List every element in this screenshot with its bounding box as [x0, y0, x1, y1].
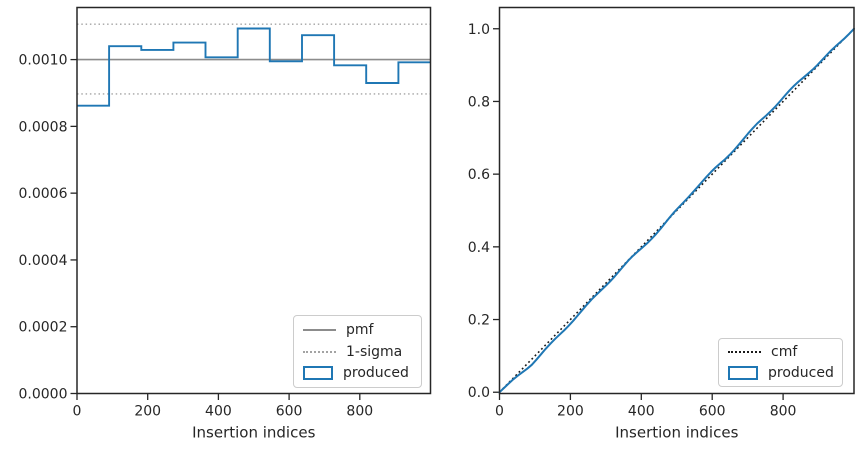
legend-item-cmf: cmf: [728, 345, 842, 359]
axes-frame: [498, 6, 855, 395]
x-tick-label: 200: [134, 404, 161, 420]
produced-swatch-icon: [728, 365, 758, 380]
legend-item-pmf: pmf: [303, 323, 421, 337]
legend-item-produced-right: produced: [728, 364, 842, 381]
x-tick-label: 800: [346, 404, 373, 420]
x-tick-label: 600: [699, 404, 726, 420]
x-axis-label: Insertion indices: [192, 424, 315, 442]
legend-label-produced-right: produced: [768, 364, 834, 381]
legend-left-plot: pmf 1-sigma produced: [293, 315, 422, 388]
y-tick-label: 0.0002: [19, 320, 68, 336]
y-tick-label: 0.0006: [19, 186, 68, 202]
y-tick-label: 1.0: [468, 22, 490, 38]
x-axis-label: Insertion indices: [615, 424, 738, 442]
legend-item-produced: produced: [303, 364, 421, 381]
x-tick-label: 400: [205, 404, 232, 420]
y-tick-label: 0.2: [468, 313, 490, 329]
y-tick-label: 0.0004: [19, 253, 68, 269]
legend-item-1-sigma: 1-sigma: [303, 345, 421, 359]
sigma-line-swatch-icon: [303, 350, 336, 353]
pmf-line-swatch-icon: [303, 329, 336, 332]
produced-step-line: [77, 27, 431, 107]
x-tick-label: 800: [770, 404, 797, 420]
y-tick-label: 0.0000: [19, 387, 68, 403]
axes-frame: [76, 6, 432, 395]
x-tick-label: 0: [73, 404, 82, 420]
legend-label-produced: produced: [343, 364, 409, 381]
y-tick-label: 0.6: [468, 167, 490, 183]
x-tick-label: 0: [495, 404, 504, 420]
x-tick-label: 200: [557, 404, 584, 420]
x-tick-label: 400: [628, 404, 655, 420]
produced-swatch-icon: [303, 365, 333, 380]
produced-cmf-line: [498, 27, 855, 394]
legend-label-pmf: pmf: [346, 322, 374, 339]
legend-label-1-sigma: 1-sigma: [346, 343, 403, 360]
y-tick-label: 0.8: [468, 94, 490, 110]
legend-label-cmf: cmf: [771, 344, 798, 361]
y-tick-label: 0.0010: [19, 53, 68, 69]
x-tick-label: 600: [276, 404, 303, 420]
cmf-line-swatch-icon: [728, 351, 761, 354]
y-tick-label: 0.4: [468, 240, 490, 256]
y-tick-label: 0.0: [468, 385, 490, 401]
legend-right-plot: cmf produced: [718, 338, 843, 387]
y-tick-label: 0.0008: [19, 119, 68, 135]
